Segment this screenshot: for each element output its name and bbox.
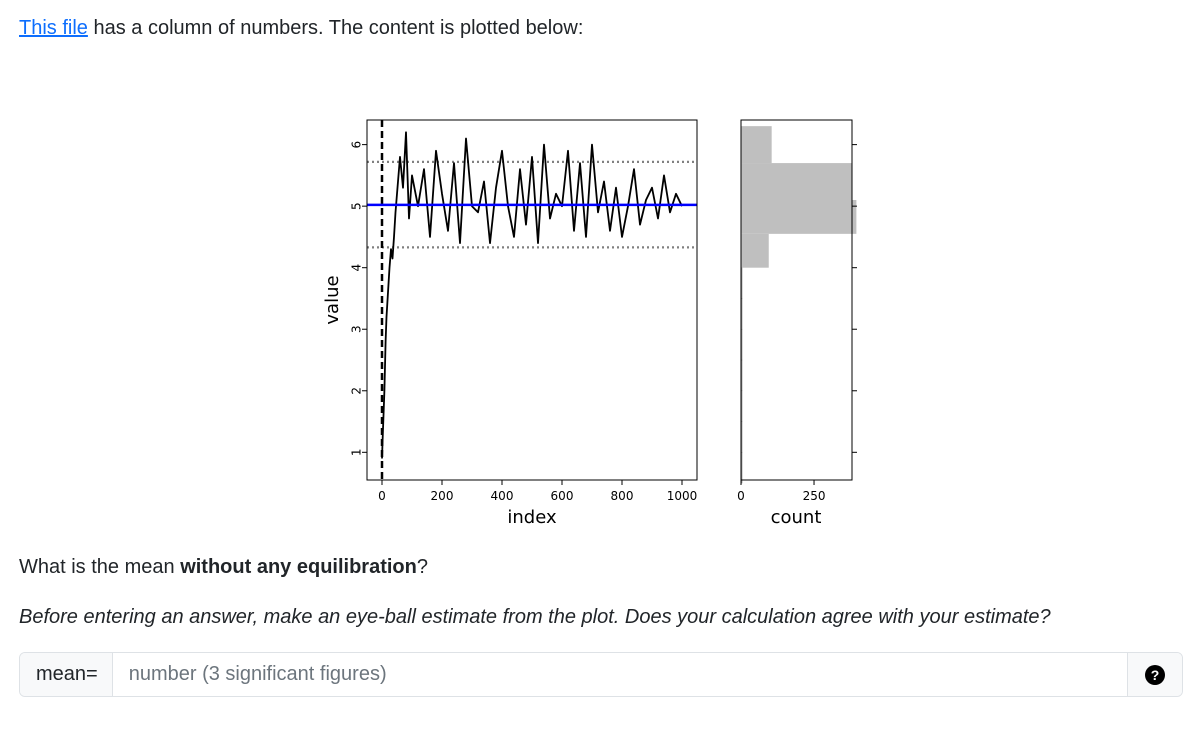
intro-text: This file has a column of numbers. The c… (19, 15, 583, 41)
histogram-frame (740, 119, 853, 481)
x-tick-label: 200 (431, 489, 454, 503)
question-end: ? (416, 556, 428, 578)
mean-label: mean= (20, 653, 113, 696)
mean-input[interactable] (112, 653, 1127, 696)
histogram-bar (741, 163, 852, 200)
x-tick-label: 800 (611, 489, 634, 503)
histogram-bar (741, 233, 769, 268)
count-tick-label: 0 (737, 489, 745, 503)
question: What is the mean without any equilibrati… (19, 554, 428, 580)
y-tick-label: 2 (350, 387, 364, 395)
y-tick-label: 1 (350, 448, 364, 456)
histogram-axes: 0 250 (737, 126, 857, 503)
count-tick-label: 250 (803, 489, 826, 503)
answer-input-group: mean= ? (19, 652, 1183, 697)
x-axis-label: index (507, 507, 557, 528)
y-tick-label: 4 (350, 264, 364, 272)
hint-text: Before entering an answer, make an eye-b… (19, 606, 1051, 628)
question-mark-icon: ? (1145, 664, 1165, 685)
data-trace (381, 131, 683, 459)
plot-figure: value 0 200 400 600 800 1000 1 2 3 4 5 6 index 0 250… (322, 119, 857, 528)
trace-axes: 0 200 400 600 800 1000 1 2 3 4 5 6 (350, 120, 698, 503)
intro-rest: has a column of numbers. The content is … (87, 17, 584, 39)
x-tick-label: 600 (551, 489, 574, 503)
help-button[interactable]: ? (1127, 653, 1182, 696)
question-text: What is the mean (19, 556, 181, 578)
x-tick-label: 1000 (667, 489, 698, 503)
histogram-bar (741, 126, 772, 164)
histogram-bar (741, 200, 857, 234)
trace-frame (366, 119, 698, 481)
count-axis-label: count (771, 507, 822, 528)
question-emphasis: without any equilibration (180, 556, 417, 578)
y-tick-label: 5 (350, 202, 364, 210)
file-link[interactable]: This file (19, 17, 88, 39)
y-tick-label: 6 (350, 141, 364, 149)
x-tick-label: 400 (491, 489, 514, 503)
x-tick-label: 0 (378, 489, 386, 503)
y-tick-label: 3 (350, 325, 364, 333)
y-axis-label: value (322, 275, 343, 324)
